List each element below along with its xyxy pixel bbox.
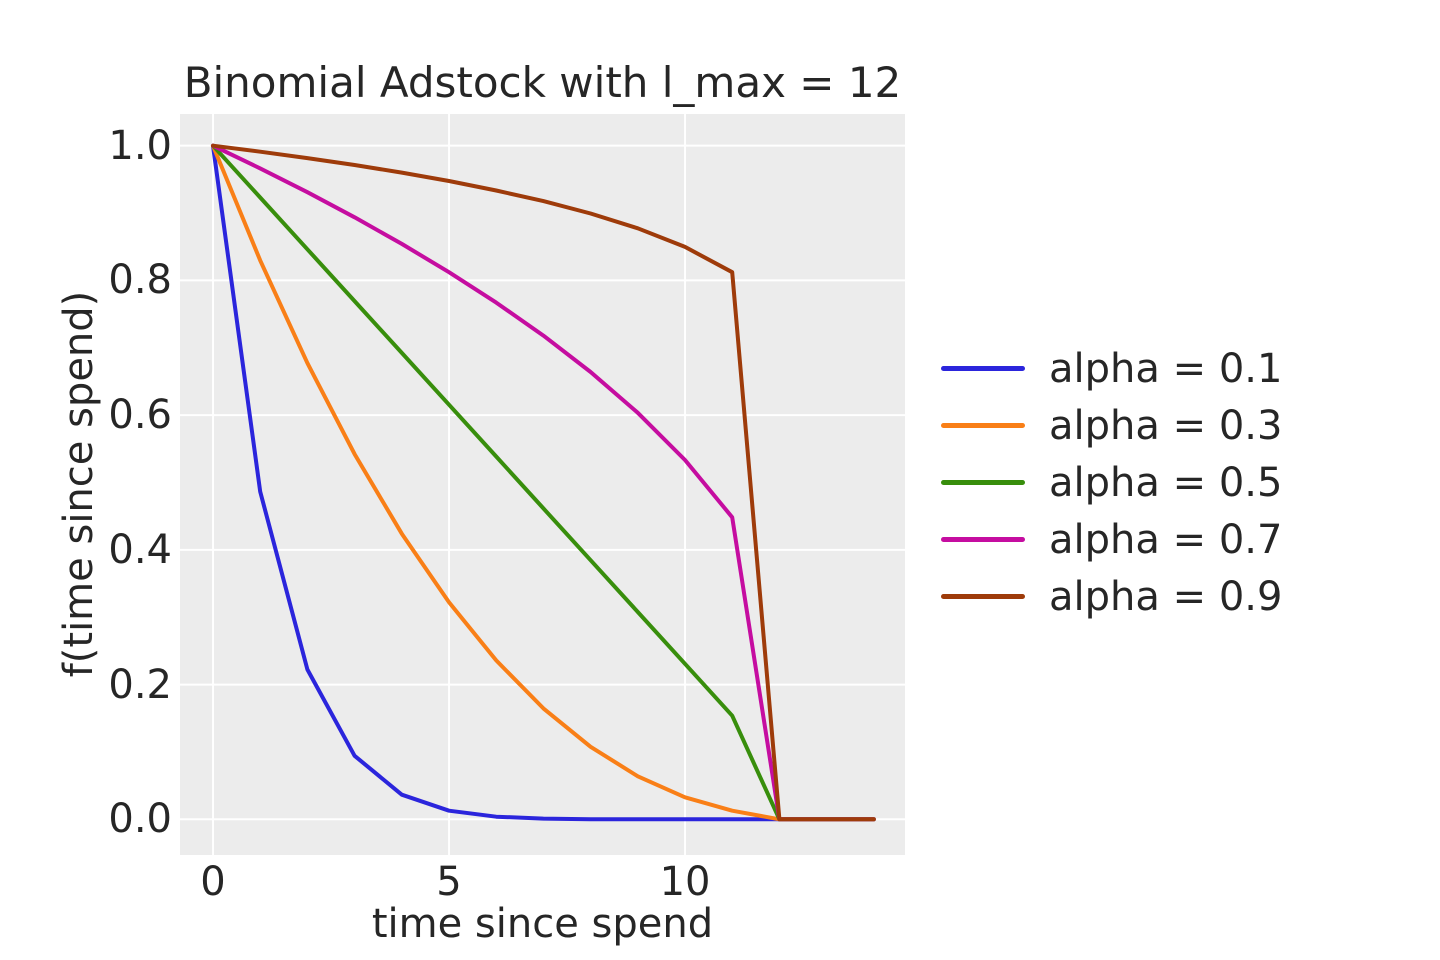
series-line-alpha=0.5 — [211, 143, 876, 822]
x-axis-label: time since spend — [371, 901, 714, 947]
legend-line-swatch — [941, 537, 1025, 542]
legend-line-swatch — [941, 423, 1025, 428]
series-line-alpha=0.1 — [211, 143, 876, 822]
series-line-alpha=0.9 — [211, 143, 876, 822]
y-tick-label-0.6: 0.6 — [108, 392, 172, 439]
legend-label: alpha = 0.5 — [1049, 459, 1283, 506]
legend-label: alpha = 0.3 — [1049, 402, 1283, 449]
legend-item: alpha = 0.5 — [941, 454, 1282, 511]
y-tick-label-1.0: 1.0 — [108, 122, 172, 169]
x-tick-label-5: 5 — [436, 859, 462, 905]
series-line-alpha=0.3 — [211, 143, 876, 822]
legend-label: alpha = 0.1 — [1049, 345, 1283, 392]
legend-item: alpha = 0.9 — [941, 568, 1282, 625]
series-line-alpha=0.7 — [211, 143, 876, 822]
y-tick-label-0.2: 0.2 — [108, 661, 172, 708]
legend-label: alpha = 0.9 — [1049, 573, 1283, 620]
legend: alpha = 0.1 alpha = 0.3 alpha = 0.5 alpha =… — [941, 340, 1282, 625]
x-tick-label-10: 10 — [659, 859, 711, 905]
legend-item: alpha = 0.3 — [941, 397, 1282, 454]
legend-item: alpha = 0.7 — [941, 511, 1282, 568]
legend-item: alpha = 0.1 — [941, 340, 1282, 397]
legend-line-swatch — [941, 366, 1025, 371]
y-tick-label-0.4: 0.4 — [108, 526, 172, 573]
y-tick-label-0.8: 0.8 — [108, 257, 172, 304]
x-tick-label-0: 0 — [200, 859, 226, 905]
legend-label: alpha = 0.7 — [1049, 516, 1283, 563]
y-tick-label-0.0: 0.0 — [108, 796, 172, 843]
legend-line-swatch — [941, 594, 1025, 599]
plot-svg — [180, 114, 905, 855]
plot-area — [180, 114, 905, 855]
y-axis-label: f(time since spend) — [56, 290, 102, 678]
legend-line-swatch — [941, 480, 1025, 485]
chart-title: Binomial Adstock with l_max = 12 — [183, 58, 902, 107]
